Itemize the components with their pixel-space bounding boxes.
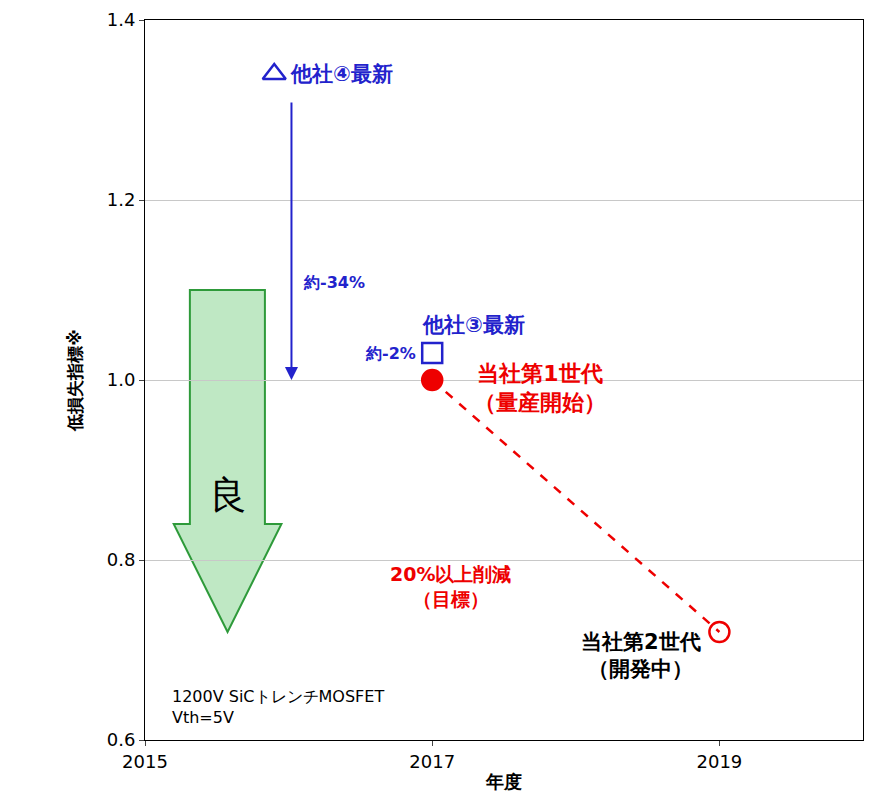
svg-text:1.2: 1.2 [107, 189, 136, 210]
svg-text:他社④最新: 他社④最新 [290, 62, 393, 86]
svg-text:1.4: 1.4 [107, 9, 136, 30]
svg-text:2019: 2019 [696, 751, 742, 772]
svg-text:1200V SiCトレンチMOSFETVth=5V: 1200V SiCトレンチMOSFETVth=5V [172, 687, 384, 727]
svg-text:良: 良 [209, 473, 247, 517]
svg-text:1.0: 1.0 [107, 369, 136, 390]
svg-text:他社③最新: 他社③最新 [422, 313, 525, 337]
svg-text:当社第2世代（開発中）: 当社第2世代（開発中） [581, 630, 701, 681]
svg-text:年度: 年度 [485, 771, 522, 792]
svg-text:2017: 2017 [409, 751, 455, 772]
svg-text:2015: 2015 [122, 751, 168, 772]
svg-text:約-2%: 約-2% [365, 344, 416, 363]
svg-text:低損失指標※: 低損失指標※ [65, 329, 85, 432]
svg-text:当社第1世代（量産開始）: 当社第1世代（量産開始） [474, 361, 606, 415]
svg-text:0.8: 0.8 [107, 549, 136, 570]
svg-text:20%以上削減（目標）: 20%以上削減（目標） [390, 563, 511, 610]
svg-text:約-34%: 約-34% [303, 273, 365, 292]
svg-text:0.6: 0.6 [107, 729, 136, 750]
